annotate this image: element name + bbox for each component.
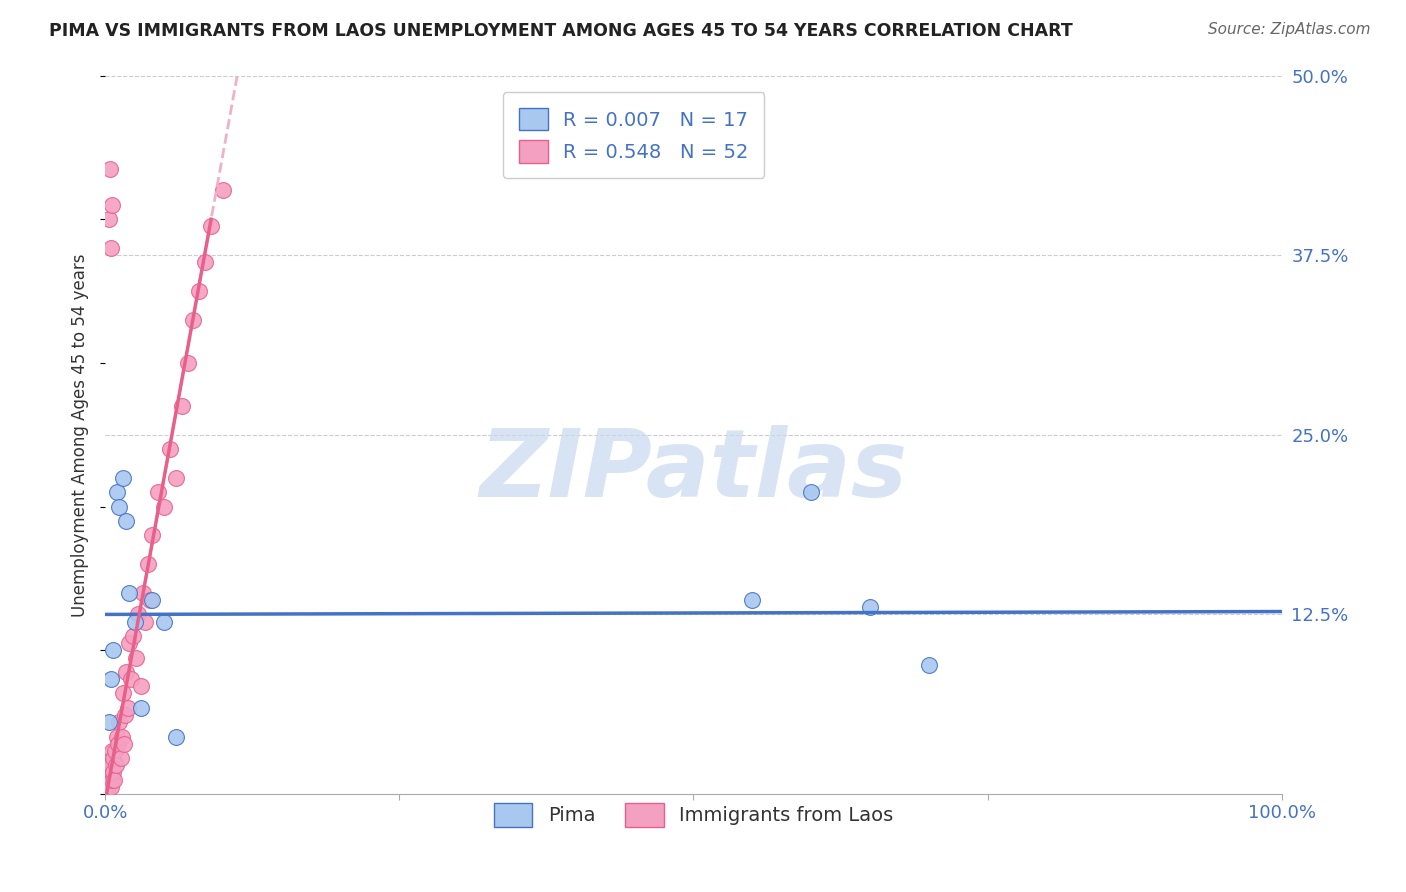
Point <box>96 772 118 787</box>
Point <box>98 161 121 176</box>
Point <box>103 643 125 657</box>
Point <box>97 772 120 787</box>
Point <box>125 650 148 665</box>
Point <box>97 212 120 227</box>
Point <box>212 184 235 198</box>
Text: ZIPatlas: ZIPatlas <box>479 425 907 516</box>
Point <box>129 701 152 715</box>
Point <box>104 744 127 758</box>
Point <box>108 500 131 514</box>
Point <box>114 708 136 723</box>
Point <box>200 219 222 234</box>
Y-axis label: Unemployment Among Ages 45 to 54 years: Unemployment Among Ages 45 to 54 years <box>72 253 89 616</box>
Point <box>100 772 122 787</box>
Point <box>159 442 181 457</box>
Point <box>122 629 145 643</box>
Point <box>97 715 120 730</box>
Point <box>111 686 134 700</box>
Point <box>100 672 122 686</box>
Point <box>111 471 134 485</box>
Point <box>918 657 941 672</box>
Point <box>117 701 139 715</box>
Point <box>136 557 159 571</box>
Point <box>741 593 763 607</box>
Text: Source: ZipAtlas.com: Source: ZipAtlas.com <box>1208 22 1371 37</box>
Point <box>165 730 187 744</box>
Point <box>188 284 211 298</box>
Point <box>859 600 882 615</box>
Point <box>118 636 141 650</box>
Legend: Pima, Immigrants from Laos: Pima, Immigrants from Laos <box>486 796 901 835</box>
Point <box>107 737 129 751</box>
Point <box>103 772 125 787</box>
Point <box>111 730 134 744</box>
Point <box>98 765 121 780</box>
Point <box>104 758 127 772</box>
Point <box>103 751 125 765</box>
Point <box>120 672 142 686</box>
Point <box>112 737 135 751</box>
Point <box>146 485 169 500</box>
Point <box>108 715 131 730</box>
Point <box>100 758 122 772</box>
Point <box>129 679 152 693</box>
Point <box>183 313 205 327</box>
Point <box>100 780 122 794</box>
Text: PIMA VS IMMIGRANTS FROM LAOS UNEMPLOYMENT AMONG AGES 45 TO 54 YEARS CORRELATION : PIMA VS IMMIGRANTS FROM LAOS UNEMPLOYMEN… <box>49 22 1073 40</box>
Point <box>141 593 163 607</box>
Point <box>110 751 132 765</box>
Point <box>97 765 120 780</box>
Point <box>101 198 124 212</box>
Point <box>800 485 823 500</box>
Point <box>176 356 198 370</box>
Point <box>96 780 118 794</box>
Point <box>132 586 155 600</box>
Point <box>97 780 120 794</box>
Point <box>105 485 128 500</box>
Point <box>165 471 187 485</box>
Point <box>105 730 128 744</box>
Point <box>115 514 138 528</box>
Point <box>134 615 156 629</box>
Point <box>124 615 146 629</box>
Point <box>115 665 138 679</box>
Point <box>141 528 163 542</box>
Point <box>100 241 122 255</box>
Point <box>153 615 176 629</box>
Point <box>153 500 176 514</box>
Point <box>118 586 141 600</box>
Point <box>139 593 162 607</box>
Point <box>98 758 121 772</box>
Point <box>101 765 124 780</box>
Point <box>127 607 149 622</box>
Point <box>170 399 193 413</box>
Point <box>194 255 217 269</box>
Point <box>101 744 124 758</box>
